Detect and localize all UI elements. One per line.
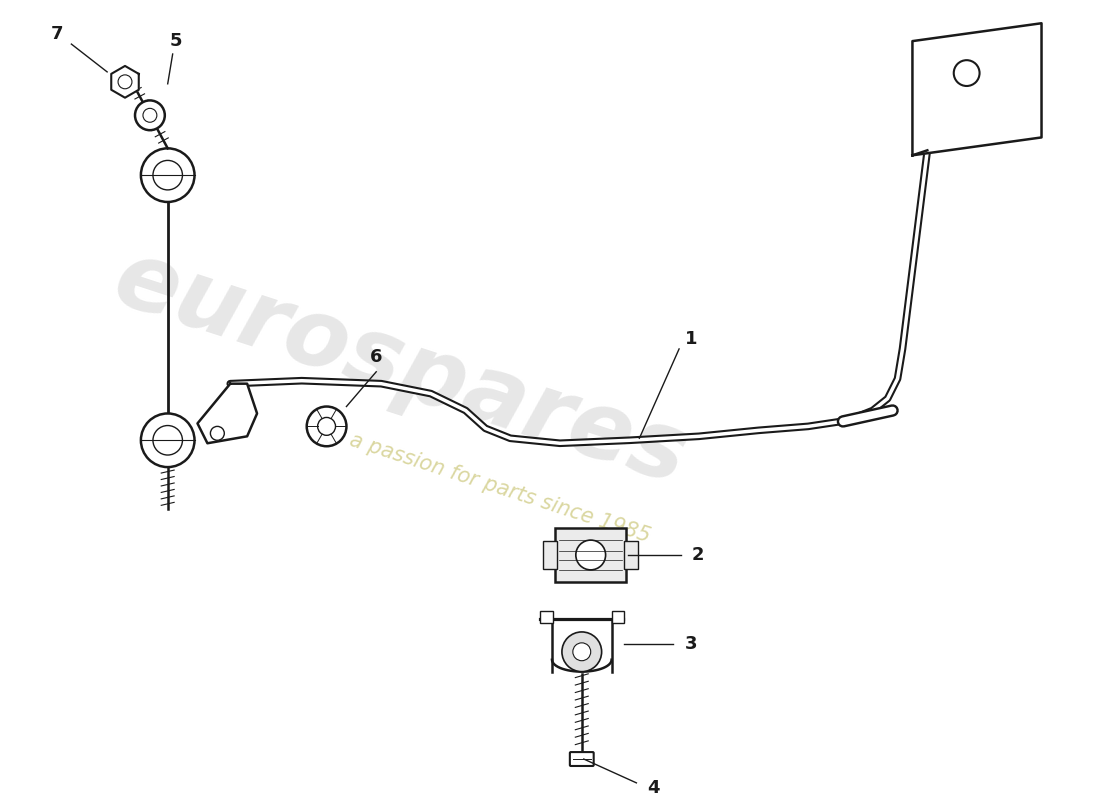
Text: a passion for parts since 1985: a passion for parts since 1985: [348, 430, 653, 546]
Text: 4: 4: [647, 779, 660, 797]
Text: eurospares: eurospares: [102, 233, 700, 505]
Circle shape: [141, 148, 195, 202]
Circle shape: [573, 643, 591, 661]
Circle shape: [307, 406, 346, 446]
Text: 1: 1: [685, 330, 697, 348]
Bar: [543, 542, 557, 569]
Text: 5: 5: [169, 32, 182, 50]
Bar: [625, 542, 638, 569]
Text: 6: 6: [370, 348, 383, 366]
Circle shape: [954, 60, 980, 86]
Polygon shape: [111, 66, 139, 98]
Circle shape: [318, 418, 336, 435]
Circle shape: [143, 108, 157, 122]
Circle shape: [141, 414, 195, 467]
Polygon shape: [912, 23, 1042, 155]
Polygon shape: [198, 384, 257, 443]
Circle shape: [135, 101, 165, 130]
Text: 7: 7: [52, 25, 64, 43]
Text: 3: 3: [685, 635, 697, 653]
Bar: [612, 611, 625, 623]
Circle shape: [210, 426, 224, 440]
Circle shape: [562, 632, 602, 672]
FancyBboxPatch shape: [570, 752, 594, 766]
Bar: [540, 611, 553, 623]
Text: 2: 2: [692, 546, 704, 564]
Bar: [556, 528, 627, 582]
Circle shape: [575, 540, 606, 570]
